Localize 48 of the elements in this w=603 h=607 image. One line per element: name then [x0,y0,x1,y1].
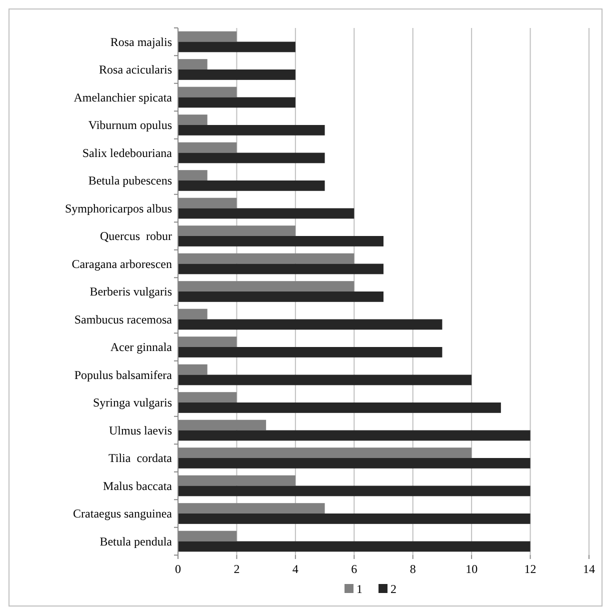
bar [178,402,501,413]
x-tick-label: 10 [466,562,478,576]
bar [178,541,530,552]
y-tick-label: Betula pendula [100,534,173,548]
y-tick-label: Berberis vulgaris [90,284,172,299]
bar [178,514,530,524]
y-tick-label: Caragana arborescen [72,256,172,271]
bar [178,180,325,191]
bar [178,208,354,219]
y-tick-label: Malus baccata [103,478,173,493]
bar [178,42,296,52]
y-tick-label: Acer ginnala [110,340,173,354]
bar [178,347,442,358]
x-tick-label: 6 [351,562,358,576]
x-tick-label: 8 [410,562,416,576]
bar [178,152,325,164]
bar [178,236,384,246]
legend-label: 1 [356,582,362,596]
bar [178,69,296,80]
y-tick-label: Sambucus racemosa [74,312,173,326]
x-tick-label: 2 [234,562,240,576]
bar [178,292,384,302]
y-tick-label: Ulmus laevis [109,423,172,438]
legend-label: 2 [390,582,396,596]
bar [178,319,442,330]
y-tick-label: Syringa vulgaris [93,396,172,410]
bar [178,97,296,108]
x-tick-label: 14 [583,562,595,576]
bar [178,458,530,468]
y-tick-label: Rosa acicularis [99,62,172,77]
bar [178,374,472,386]
y-tick-label: Betula pubescens [88,174,172,188]
y-tick-label: Rosa majalis [110,34,172,49]
y-tick-label: Symphoricarpos albus [65,201,172,216]
y-tick-label: Salix ledebouriana [82,146,173,160]
x-tick-label: 4 [292,562,298,576]
x-tick-label: 0 [175,562,181,576]
x-tick-label: 12 [524,562,536,576]
y-tick-label: Amelanchier spicata [74,90,173,104]
bar [178,486,530,496]
y-tick-label: Quercus robur [100,229,172,244]
y-tick-label: Populus balsamifera [74,368,173,382]
y-tick-label: Crataegus sanguinea [73,506,173,521]
bar [178,430,530,441]
y-tick-label: Viburnum opulus [88,118,172,132]
bar [178,124,325,136]
y-tick-label: Tilia cordata [108,451,173,466]
bar [178,264,384,274]
